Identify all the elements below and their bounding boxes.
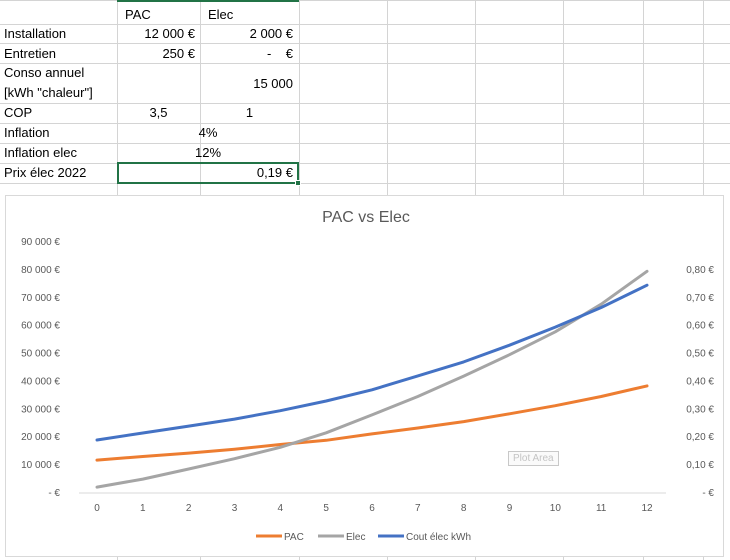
legend-label: Elec (346, 532, 365, 543)
y-right-tick-label: 0,20 € (686, 432, 714, 443)
series-line-pac[interactable] (95, 384, 649, 462)
legend-label: Cout élec kWh (406, 532, 471, 543)
x-tick-label: 9 (507, 503, 513, 514)
installation-elec[interactable]: 2 000 € (249, 26, 293, 41)
y-left-tick-label: 50 000 € (21, 349, 60, 360)
x-tick-label: 5 (323, 503, 329, 514)
selected-cell-outline (117, 162, 299, 184)
label-conso-line1[interactable]: Conso annuel (4, 65, 85, 80)
y-right-tick-label: 0,70 € (686, 293, 714, 304)
label-prix-elec[interactable]: Prix élec 2022 (4, 165, 87, 180)
prix-elec-value[interactable]: 0,19 € (256, 165, 293, 180)
x-tick-label: 11 (596, 503, 607, 514)
y-left-tick-label: 30 000 € (21, 404, 60, 415)
y-left-tick-label: 90 000 € (21, 237, 60, 248)
y-left-tick-label: 70 000 € (21, 293, 60, 304)
y-left-axis: - € 10 000 € 20 000 € 30 000 € 40 000 € 50 00… (21, 237, 60, 499)
inflation-value[interactable]: 4% (198, 125, 218, 140)
x-tick-label: 4 (278, 503, 284, 514)
y-left-tick-label: 60 000 € (21, 321, 60, 332)
legend-label: PAC (284, 532, 304, 543)
header-pac[interactable]: PAC (125, 7, 151, 22)
x-axis: 0 1 2 3 4 5 6 7 8 9 10 11 12 (79, 492, 666, 514)
y-left-tick-label: 40 000 € (21, 376, 60, 387)
label-inflation-elec[interactable]: Inflation elec (4, 145, 77, 160)
x-tick-label: 1 (140, 503, 146, 514)
line-chart[interactable]: PAC vs Elec - € 10 000 € 20 000 € 30 000 € 4… (5, 195, 724, 557)
chart-title: PAC vs Elec (322, 209, 410, 226)
x-tick-label: 6 (369, 503, 375, 514)
fill-handle[interactable] (295, 180, 301, 186)
y-left-tick-label: 20 000 € (21, 432, 60, 443)
header-elec[interactable]: Elec (208, 7, 234, 22)
cop-pac[interactable]: 3,5 (149, 105, 168, 120)
cop-elec[interactable]: 1 (245, 105, 254, 120)
plot-area-tooltip: Plot Area (508, 451, 559, 466)
y-right-tick-label: 0,50 € (686, 349, 714, 360)
series-line-cout-lec-kwh[interactable] (95, 283, 649, 442)
y-left-tick-label: 10 000 € (21, 460, 60, 471)
entretien-elec[interactable]: - € (266, 46, 293, 61)
label-entretien[interactable]: Entretien (4, 46, 57, 61)
label-installation[interactable]: Installation (4, 26, 67, 41)
chart-legend[interactable]: PAC Elec Cout élec kWh (256, 532, 471, 543)
y-right-tick-label: - € (702, 488, 714, 499)
y-right-axis: - € 0,10 € 0,20 € 0,30 € 0,40 € 0,50 € 0,60 € 0… (686, 265, 714, 499)
x-tick-label: 10 (550, 503, 562, 514)
plot-area[interactable] (95, 269, 649, 489)
y-left-tick-label: 80 000 € (21, 265, 60, 276)
x-tick-label: 2 (186, 503, 192, 514)
x-tick-label: 3 (232, 503, 238, 514)
series-line-elec[interactable] (95, 269, 649, 489)
y-right-tick-label: 0,40 € (686, 376, 714, 387)
chart-svg: PAC vs Elec - € 10 000 € 20 000 € 30 000 € 4… (21, 209, 714, 543)
y-left-tick-label: - € (48, 488, 60, 499)
x-tick-label: 12 (641, 503, 653, 514)
x-tick-label: 8 (461, 503, 467, 514)
inflation-elec-value[interactable]: 12% (194, 145, 222, 160)
x-tick-label: 0 (94, 503, 100, 514)
installation-pac[interactable]: 12 000 € (144, 26, 195, 41)
label-conso-line2[interactable]: [kWh "chaleur"] (4, 85, 93, 100)
label-inflation[interactable]: Inflation (4, 125, 50, 140)
y-right-tick-label: 0,30 € (686, 404, 714, 415)
entretien-pac[interactable]: 250 € (162, 46, 195, 61)
y-right-tick-label: 0,60 € (686, 321, 714, 332)
label-cop[interactable]: COP (4, 105, 33, 120)
x-tick-label: 7 (415, 503, 421, 514)
y-right-tick-label: 0,10 € (686, 460, 714, 471)
y-right-tick-label: 0,80 € (686, 265, 714, 276)
conso-elec[interactable]: 15 000 (253, 76, 293, 91)
